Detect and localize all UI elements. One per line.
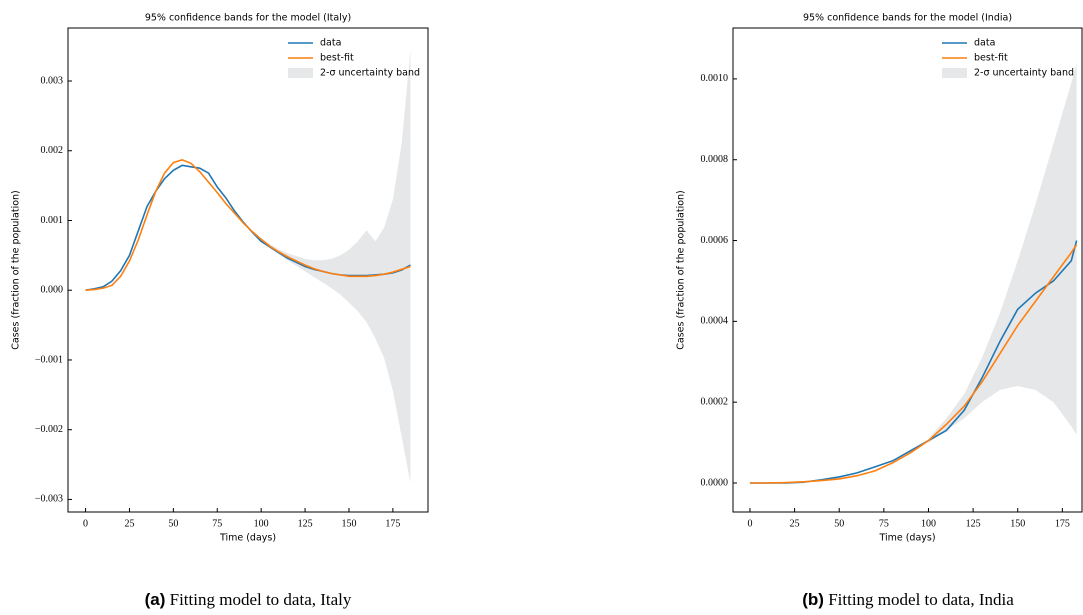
x-tick-label: 150 — [341, 518, 356, 529]
x-tick-label: 0 — [83, 518, 88, 529]
legend-swatch — [288, 68, 313, 78]
y-tick-label: 0.002 — [41, 145, 64, 156]
legend-label: data — [974, 38, 995, 49]
legend-swatch — [942, 68, 967, 78]
caption-label: (b) — [802, 590, 824, 609]
y-tick-label: 0.003 — [41, 75, 64, 86]
uncertainty-band — [928, 62, 1077, 443]
caption-label: (a) — [145, 590, 166, 609]
x-tick-label: 0 — [747, 518, 752, 529]
plot-frame — [732, 27, 1083, 513]
x-tick-label: 75 — [879, 518, 889, 529]
y-tick-label: 0.0004 — [701, 316, 729, 327]
series-line — [749, 244, 1078, 484]
y-tick-label: 0.0008 — [701, 154, 729, 165]
y-axis-label: Cases (fraction of the population) — [11, 190, 22, 349]
legend-label: data — [320, 38, 341, 49]
y-tick-label: 0.0006 — [701, 235, 729, 246]
x-tick-label: 125 — [298, 518, 313, 529]
y-tick-label: −0.001 — [35, 354, 63, 365]
y-tick-label: −0.002 — [35, 424, 63, 435]
y-tick-label: 0.0010 — [701, 73, 729, 84]
caption-text: Fitting model to data, India — [828, 590, 1014, 609]
chart-title: 95% confidence bands for the model (Indi… — [803, 13, 1012, 24]
y-tick-label: −0.003 — [35, 494, 63, 505]
caption: (a) Fitting model to data, Italy — [145, 590, 352, 610]
y-tick-label: 0.001 — [41, 215, 64, 226]
legend-label: best-fit — [974, 53, 1008, 64]
y-tick-label: 0.0000 — [701, 477, 729, 488]
x-tick-label: 25 — [124, 518, 134, 529]
legend-label: 2-σ uncertainty band — [974, 68, 1074, 79]
series-line — [85, 158, 411, 292]
x-tick-label: 100 — [254, 518, 269, 529]
x-tick-label: 75 — [212, 518, 222, 529]
x-tick-label: 175 — [1055, 518, 1070, 529]
chart-title: 95% confidence bands for the model (Ital… — [145, 13, 351, 24]
x-tick-label: 50 — [168, 518, 178, 529]
caption: (b) Fitting model to data, India — [802, 590, 1014, 610]
legend-label: 2-σ uncertainty band — [320, 68, 420, 79]
x-tick-label: 125 — [966, 518, 981, 529]
y-axis-label: Cases (fraction of the population) — [676, 190, 687, 349]
x-tick-label: 25 — [790, 518, 800, 529]
x-tick-label: 50 — [834, 518, 844, 529]
plot-frame — [67, 27, 429, 513]
y-tick-label: 0.000 — [41, 285, 64, 296]
legend-label: best-fit — [320, 53, 354, 64]
y-tick-label: 0.0002 — [701, 396, 729, 407]
caption-text: Fitting model to data, Italy — [170, 590, 352, 609]
x-axis-label: Time (days) — [219, 533, 276, 544]
x-axis-label: Time (days) — [878, 533, 935, 544]
x-tick-label: 175 — [385, 518, 400, 529]
x-tick-label: 100 — [921, 518, 936, 529]
uncertainty-band — [261, 50, 411, 483]
x-tick-label: 150 — [1010, 518, 1025, 529]
